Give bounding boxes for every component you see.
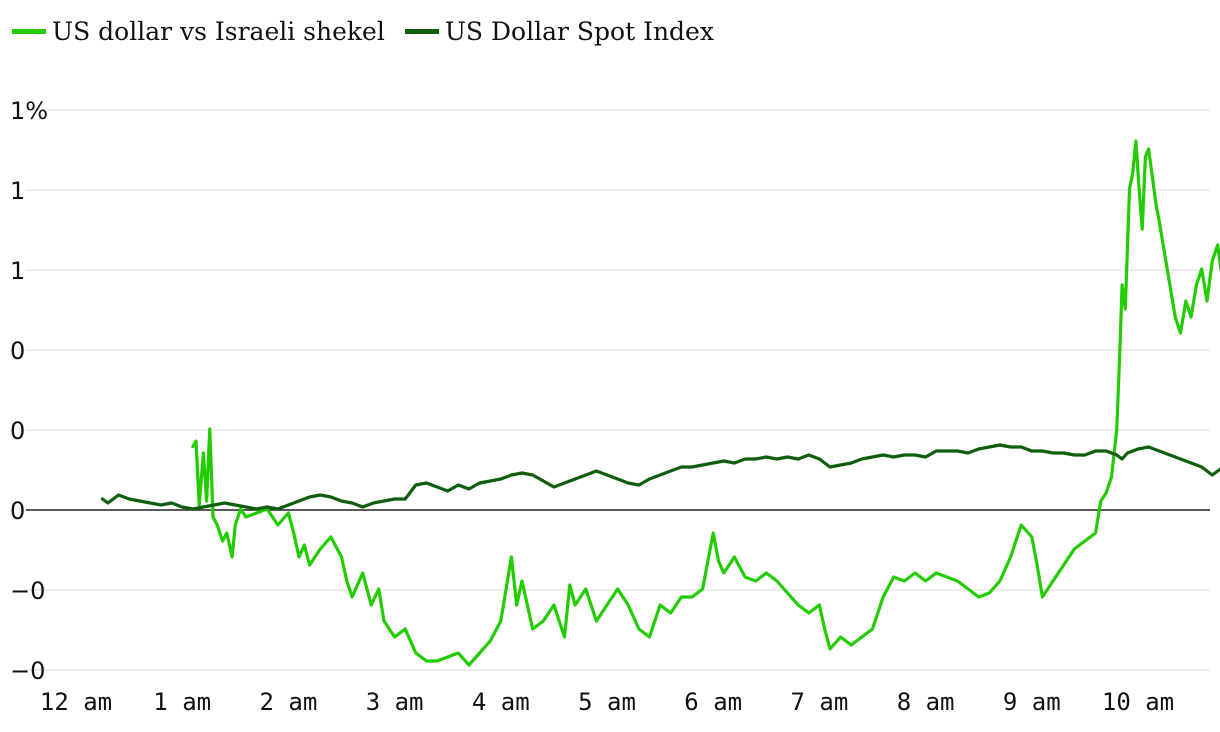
legend-swatch-dxy — [404, 28, 439, 34]
y-tick-label: 1 — [10, 257, 25, 285]
legend-item-dxy: US Dollar Spot Index — [404, 16, 714, 46]
legend-label-usdils: US dollar vs Israeli shekel — [52, 16, 385, 46]
y-tick-label: −0 — [10, 577, 45, 605]
usdils-line — [191, 139, 1220, 667]
legend-swatch-usdils — [12, 28, 46, 34]
y-tick-label: 0 — [10, 417, 25, 445]
y-tick-label: −0 — [10, 657, 45, 685]
y-tick-label: 0 — [10, 337, 25, 365]
x-tick-label: 3 am — [366, 688, 424, 716]
x-tick-label: 10 am — [1102, 688, 1174, 716]
legend: US dollar vs Israeli shekel US Dollar Sp… — [12, 14, 734, 48]
y-tick-label: 0 — [10, 497, 25, 525]
x-tick-label: 9 am — [1003, 688, 1061, 716]
legend-item-usdils: US dollar vs Israeli shekel — [12, 17, 385, 46]
y-tick-label: 1 — [10, 177, 25, 205]
x-tick-label: 1 am — [153, 688, 211, 716]
x-tick-label: 12 am — [40, 688, 112, 716]
x-tick-label: 5 am — [578, 688, 636, 716]
legend-label-dxy: US Dollar Spot Index — [444, 16, 714, 46]
x-tick-label: 4 am — [472, 688, 530, 716]
x-tick-label: 8 am — [897, 688, 955, 716]
x-tick-label: 6 am — [684, 688, 742, 716]
dollar-index-line — [100, 443, 1220, 511]
y-tick-label: 1% — [10, 97, 48, 125]
x-tick-label: 7 am — [791, 688, 849, 716]
x-tick-label: 2 am — [260, 688, 318, 716]
